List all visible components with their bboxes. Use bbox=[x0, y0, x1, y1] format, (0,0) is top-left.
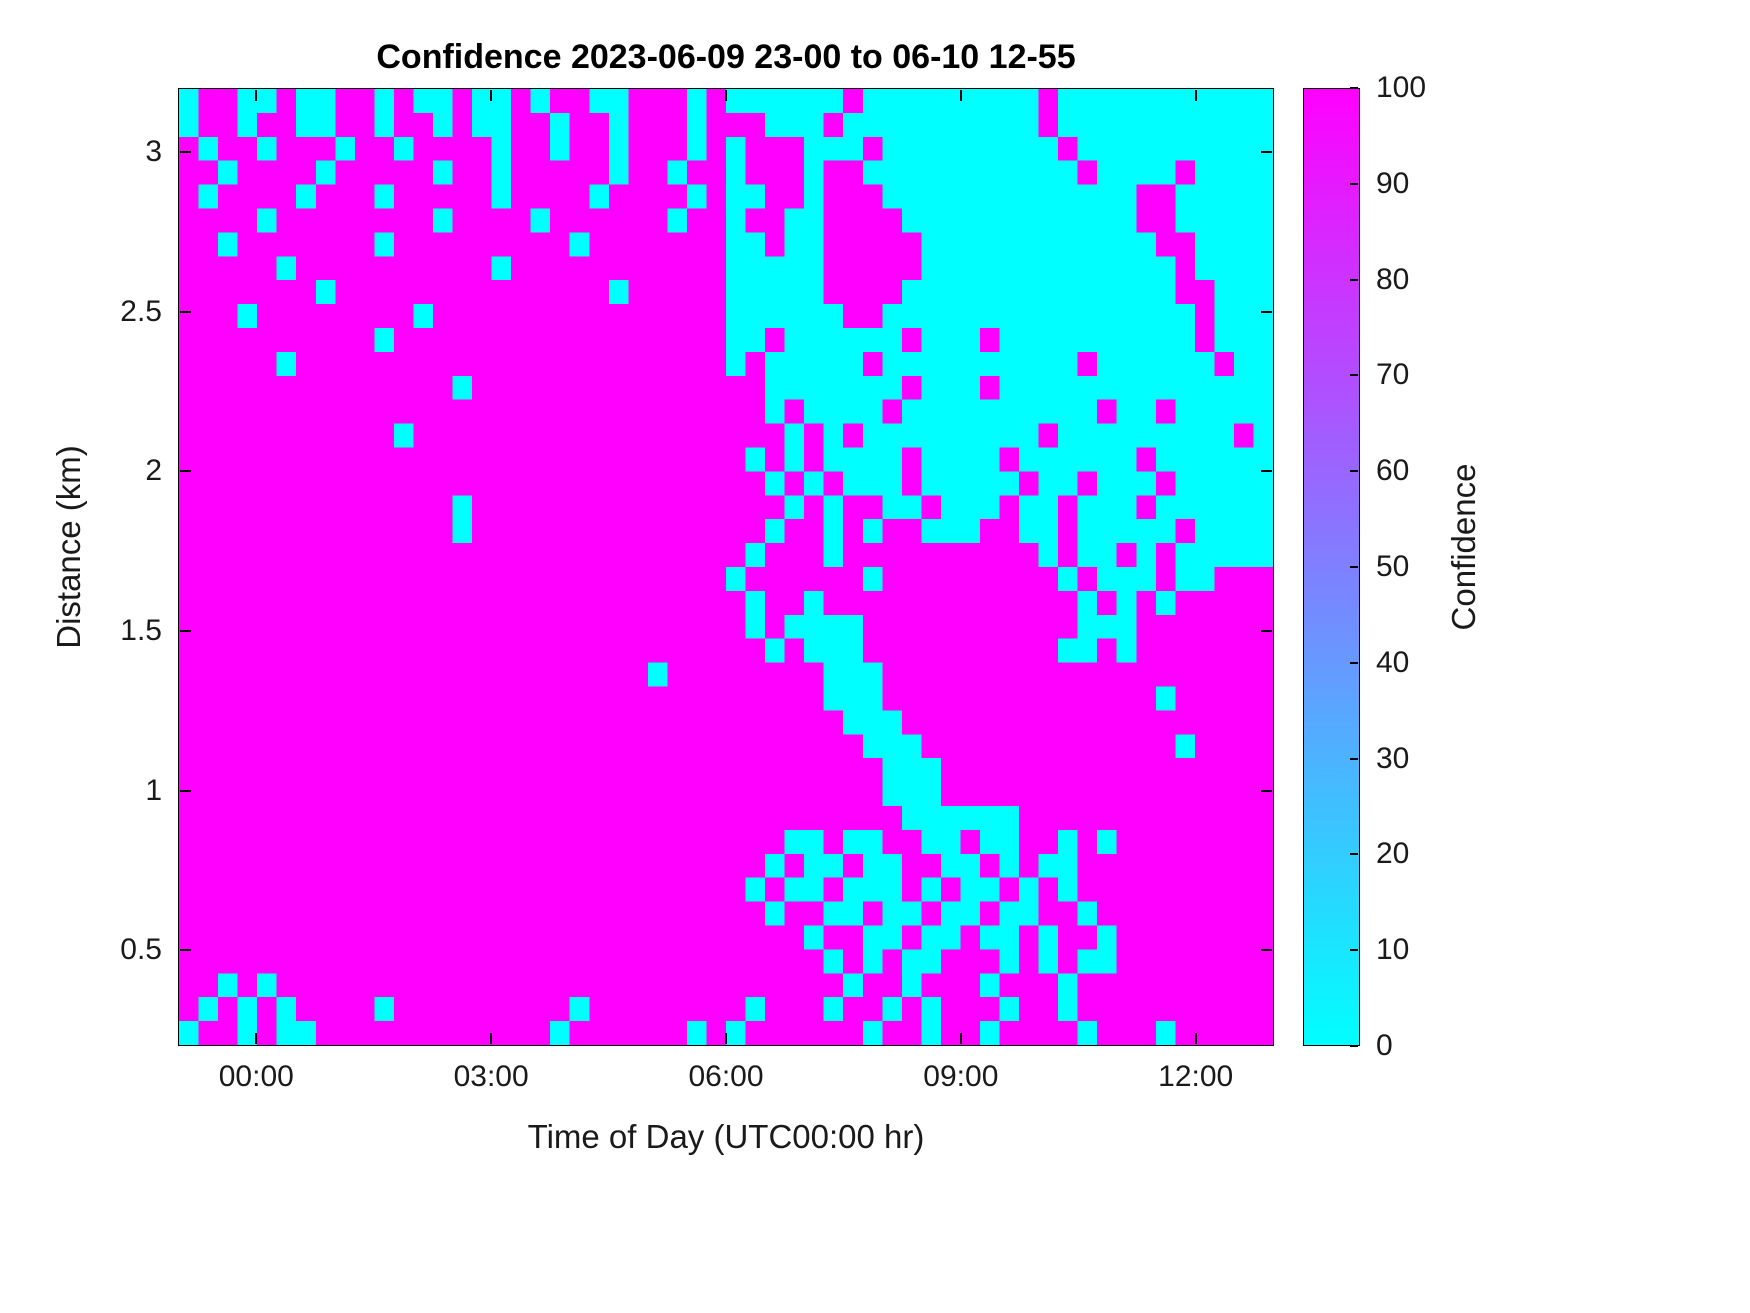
x-tick-label: 00:00 bbox=[218, 1060, 294, 1093]
y-tick-label: 2.5 bbox=[120, 294, 162, 328]
colorbar-tick-label: 20 bbox=[1376, 837, 1410, 871]
y-axis-label: Distance (km) bbox=[50, 445, 87, 649]
colorbar-tick-mark bbox=[1350, 757, 1358, 760]
colorbar-tick-mark bbox=[1350, 566, 1358, 568]
chart-title: Confidence 2023-06-09 23-00 to 06-10 12-… bbox=[376, 38, 1076, 76]
y-tick-label: 3 bbox=[145, 134, 162, 168]
colorbar-tick-label: 60 bbox=[1376, 454, 1410, 488]
colorbar-tick-mark bbox=[1350, 278, 1358, 281]
x-tick-label: 06:00 bbox=[688, 1060, 764, 1093]
colorbar-tick-mark bbox=[1350, 1045, 1358, 1047]
colorbar-tick-mark bbox=[1350, 949, 1358, 952]
colorbar-tick-label: 70 bbox=[1376, 358, 1410, 392]
x-tick-mark-bottom bbox=[490, 1033, 493, 1044]
x-tick-label: 09:00 bbox=[923, 1060, 999, 1093]
colorbar-tick-mark bbox=[1350, 182, 1358, 185]
colorbar-tick-mark bbox=[1350, 374, 1358, 377]
y-tick-mark-right bbox=[1261, 150, 1272, 153]
y-tick-label: 1 bbox=[145, 773, 162, 807]
x-tick-mark-top bbox=[255, 90, 258, 101]
plot-area bbox=[178, 88, 1274, 1046]
y-tick-mark-left bbox=[180, 150, 191, 153]
y-tick-mark-right bbox=[1261, 789, 1272, 792]
x-tick-mark-bottom bbox=[725, 1033, 727, 1044]
y-tick-mark-right bbox=[1261, 949, 1272, 952]
colorbar-tick-label: 0 bbox=[1376, 1029, 1393, 1062]
colorbar-tick-label: 30 bbox=[1376, 741, 1410, 775]
y-tick-mark-right bbox=[1261, 629, 1272, 632]
x-tick-mark-top bbox=[490, 90, 493, 101]
colorbar-tick-label: 90 bbox=[1376, 166, 1410, 200]
colorbar-label: Confidence bbox=[1445, 463, 1482, 631]
colorbar-tick-label: 50 bbox=[1376, 550, 1410, 583]
y-tick-mark-left bbox=[180, 789, 191, 792]
y-tick-mark-left bbox=[180, 949, 191, 952]
colorbar-tick-mark bbox=[1350, 853, 1358, 856]
colorbar-tick-label: 10 bbox=[1376, 933, 1410, 967]
x-axis-label: Time of Day (UTC00:00 hr) bbox=[527, 1118, 925, 1155]
colorbar-tick-label: 40 bbox=[1376, 645, 1410, 679]
x-tick-mark-top bbox=[959, 90, 962, 101]
y-tick-mark-right bbox=[1261, 310, 1272, 313]
colorbar bbox=[1303, 88, 1360, 1046]
colorbar-tick-mark bbox=[1350, 87, 1358, 89]
x-tick-mark-bottom bbox=[1194, 1033, 1197, 1044]
colorbar-tick-mark bbox=[1350, 470, 1358, 473]
heatmap-canvas bbox=[179, 89, 1273, 1045]
colorbar-gradient bbox=[1304, 89, 1359, 1045]
y-tick-label: 0.5 bbox=[120, 933, 162, 967]
x-tick-mark-bottom bbox=[255, 1033, 258, 1044]
colorbar-tick-label: 100 bbox=[1376, 71, 1427, 104]
x-tick-mark-bottom bbox=[959, 1033, 962, 1044]
colorbar-tick-label: 80 bbox=[1376, 262, 1410, 296]
x-tick-mark-top bbox=[1194, 90, 1197, 101]
y-tick-mark-right bbox=[1261, 470, 1272, 473]
x-tick-label: 12:00 bbox=[1158, 1060, 1234, 1093]
y-tick-label: 2 bbox=[145, 454, 162, 488]
y-tick-mark-left bbox=[180, 470, 191, 473]
y-tick-label: 1.5 bbox=[120, 613, 162, 647]
y-tick-mark-left bbox=[180, 310, 191, 313]
colorbar-tick-mark bbox=[1350, 661, 1358, 664]
x-tick-mark-top bbox=[725, 90, 727, 101]
x-tick-label: 03:00 bbox=[453, 1060, 529, 1093]
y-tick-mark-left bbox=[180, 629, 191, 632]
